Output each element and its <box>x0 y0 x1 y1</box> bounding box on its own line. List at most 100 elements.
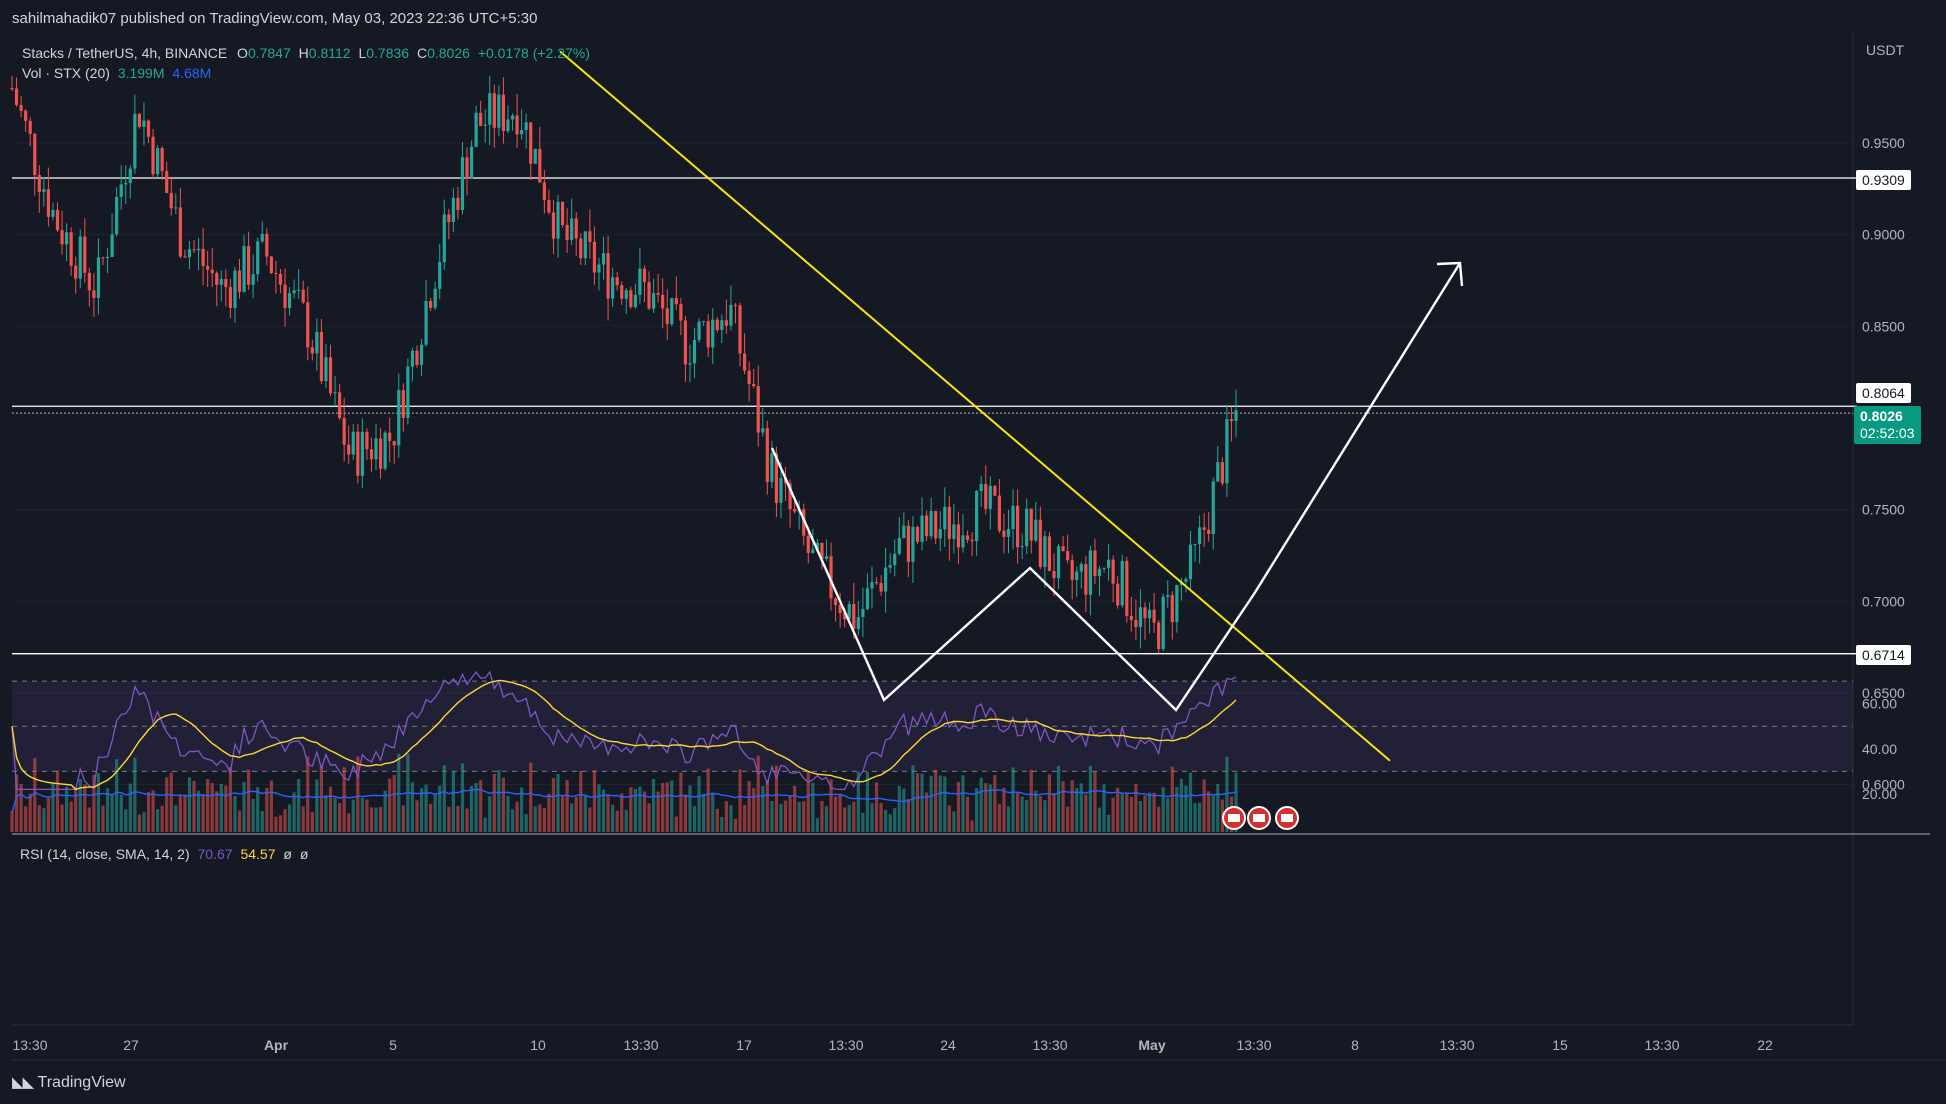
volume-bar <box>847 804 851 832</box>
candle-body <box>265 233 269 257</box>
candle-body <box>1184 579 1188 582</box>
volume-bar <box>802 801 806 832</box>
volume-bar <box>1193 803 1197 832</box>
volume-bar <box>1184 785 1188 832</box>
candle-body <box>83 236 87 273</box>
volume-bar <box>906 799 910 832</box>
volume-bar <box>146 792 151 832</box>
volume-bar <box>702 793 706 832</box>
candle-body <box>779 478 783 503</box>
candle-body <box>1202 527 1206 530</box>
volume-bar <box>547 793 551 832</box>
volume-legend: Vol · STX (20) 3.199M 4.68M <box>22 65 211 81</box>
candle-body <box>793 509 797 512</box>
volume-bar <box>879 802 883 832</box>
candle-body <box>347 444 351 455</box>
volume-bar <box>365 799 369 832</box>
volume-bar <box>1052 793 1056 832</box>
volume-label[interactable]: Vol · STX (20) <box>22 65 110 81</box>
volume-bar <box>347 813 351 832</box>
last-price-badge[interactable]: 0.8026 02:52:03 <box>1854 406 1921 444</box>
candle-body <box>1043 536 1047 567</box>
volume-bar <box>1034 790 1038 832</box>
candle-body <box>433 288 437 308</box>
candle-body <box>897 537 901 554</box>
candle-body <box>929 511 933 537</box>
volume-bar <box>201 794 205 832</box>
candle-body <box>1002 530 1006 537</box>
candle-body <box>656 293 660 295</box>
candle-body <box>1157 622 1161 649</box>
candle-body <box>174 207 178 209</box>
candle-body <box>1097 568 1102 577</box>
candle-body <box>1075 571 1079 581</box>
time-tick-label: 13:30 <box>623 1037 658 1053</box>
rsi-label[interactable]: RSI (14, close, SMA, 14, 2) <box>20 846 190 862</box>
candle-body <box>42 189 46 192</box>
volume-bar <box>74 786 78 832</box>
candle-body <box>442 214 446 263</box>
volume-bar <box>947 805 951 832</box>
volume-bar <box>1161 787 1165 832</box>
volume-bar <box>215 791 219 832</box>
candle-body <box>720 320 724 330</box>
candle-body <box>1216 462 1220 482</box>
volume-bar <box>1006 806 1011 832</box>
volume-bar <box>1079 783 1083 832</box>
volume-bar <box>1179 778 1183 832</box>
candle-body <box>952 524 956 539</box>
volume-bar <box>811 782 815 832</box>
volume-bar <box>310 811 314 832</box>
time-tick-label: 22 <box>1757 1037 1773 1053</box>
candle-body <box>729 304 733 326</box>
candle-body <box>651 293 656 309</box>
candle-body <box>1234 410 1238 422</box>
candle-body <box>861 609 865 618</box>
volume-bar <box>884 809 888 832</box>
candle-body <box>1047 536 1052 572</box>
volume-bar <box>287 804 292 832</box>
volume-bar <box>1116 787 1120 832</box>
candle-body <box>378 438 383 469</box>
candle-body <box>1134 619 1138 628</box>
volume-bar <box>724 801 728 832</box>
volume-bar <box>711 792 715 832</box>
level-badge-0[interactable]: 0.9309 <box>1856 170 1911 190</box>
candle-body <box>843 612 847 620</box>
volume-bar <box>19 783 23 832</box>
tradingview-logo-icon: ◣◣ <box>12 1074 34 1091</box>
volume-bar <box>46 798 51 832</box>
candle-body <box>1025 508 1029 547</box>
candle-body <box>692 339 697 364</box>
candle-body <box>829 556 833 599</box>
volume-bar <box>793 785 797 832</box>
open-label: O <box>237 45 248 61</box>
high-value: 0.8112 <box>308 45 351 61</box>
candle-body <box>146 120 151 137</box>
level-badge-2[interactable]: 0.6714 <box>1856 645 1911 665</box>
volume-bar <box>783 800 788 832</box>
level-badge-1[interactable]: 0.8064 <box>1856 383 1911 403</box>
candle-body <box>469 146 474 179</box>
volume-bar <box>219 783 223 832</box>
candle-body <box>342 418 346 445</box>
candle-body <box>206 265 210 270</box>
candle-body <box>565 225 569 240</box>
candle-body <box>74 265 78 279</box>
tradingview-logo[interactable]: ◣◣ TradingView <box>12 1073 126 1092</box>
time-tick-label: 13:30 <box>1032 1037 1067 1053</box>
volume-bar <box>679 772 683 832</box>
volume-bar <box>1084 794 1088 832</box>
candle-body <box>201 248 205 266</box>
volume-bar <box>369 807 374 832</box>
open-value: 0.7847 <box>247 45 291 61</box>
volume-bar <box>820 801 824 832</box>
candle-body <box>319 331 324 382</box>
candle-body <box>579 238 583 259</box>
candle-body <box>178 207 182 257</box>
volume-bar <box>383 790 387 832</box>
volume-bar <box>274 816 278 832</box>
candle-body <box>510 115 515 120</box>
symbol-title[interactable]: Stacks / TetherUS, 4h, BINANCE <box>22 45 228 61</box>
